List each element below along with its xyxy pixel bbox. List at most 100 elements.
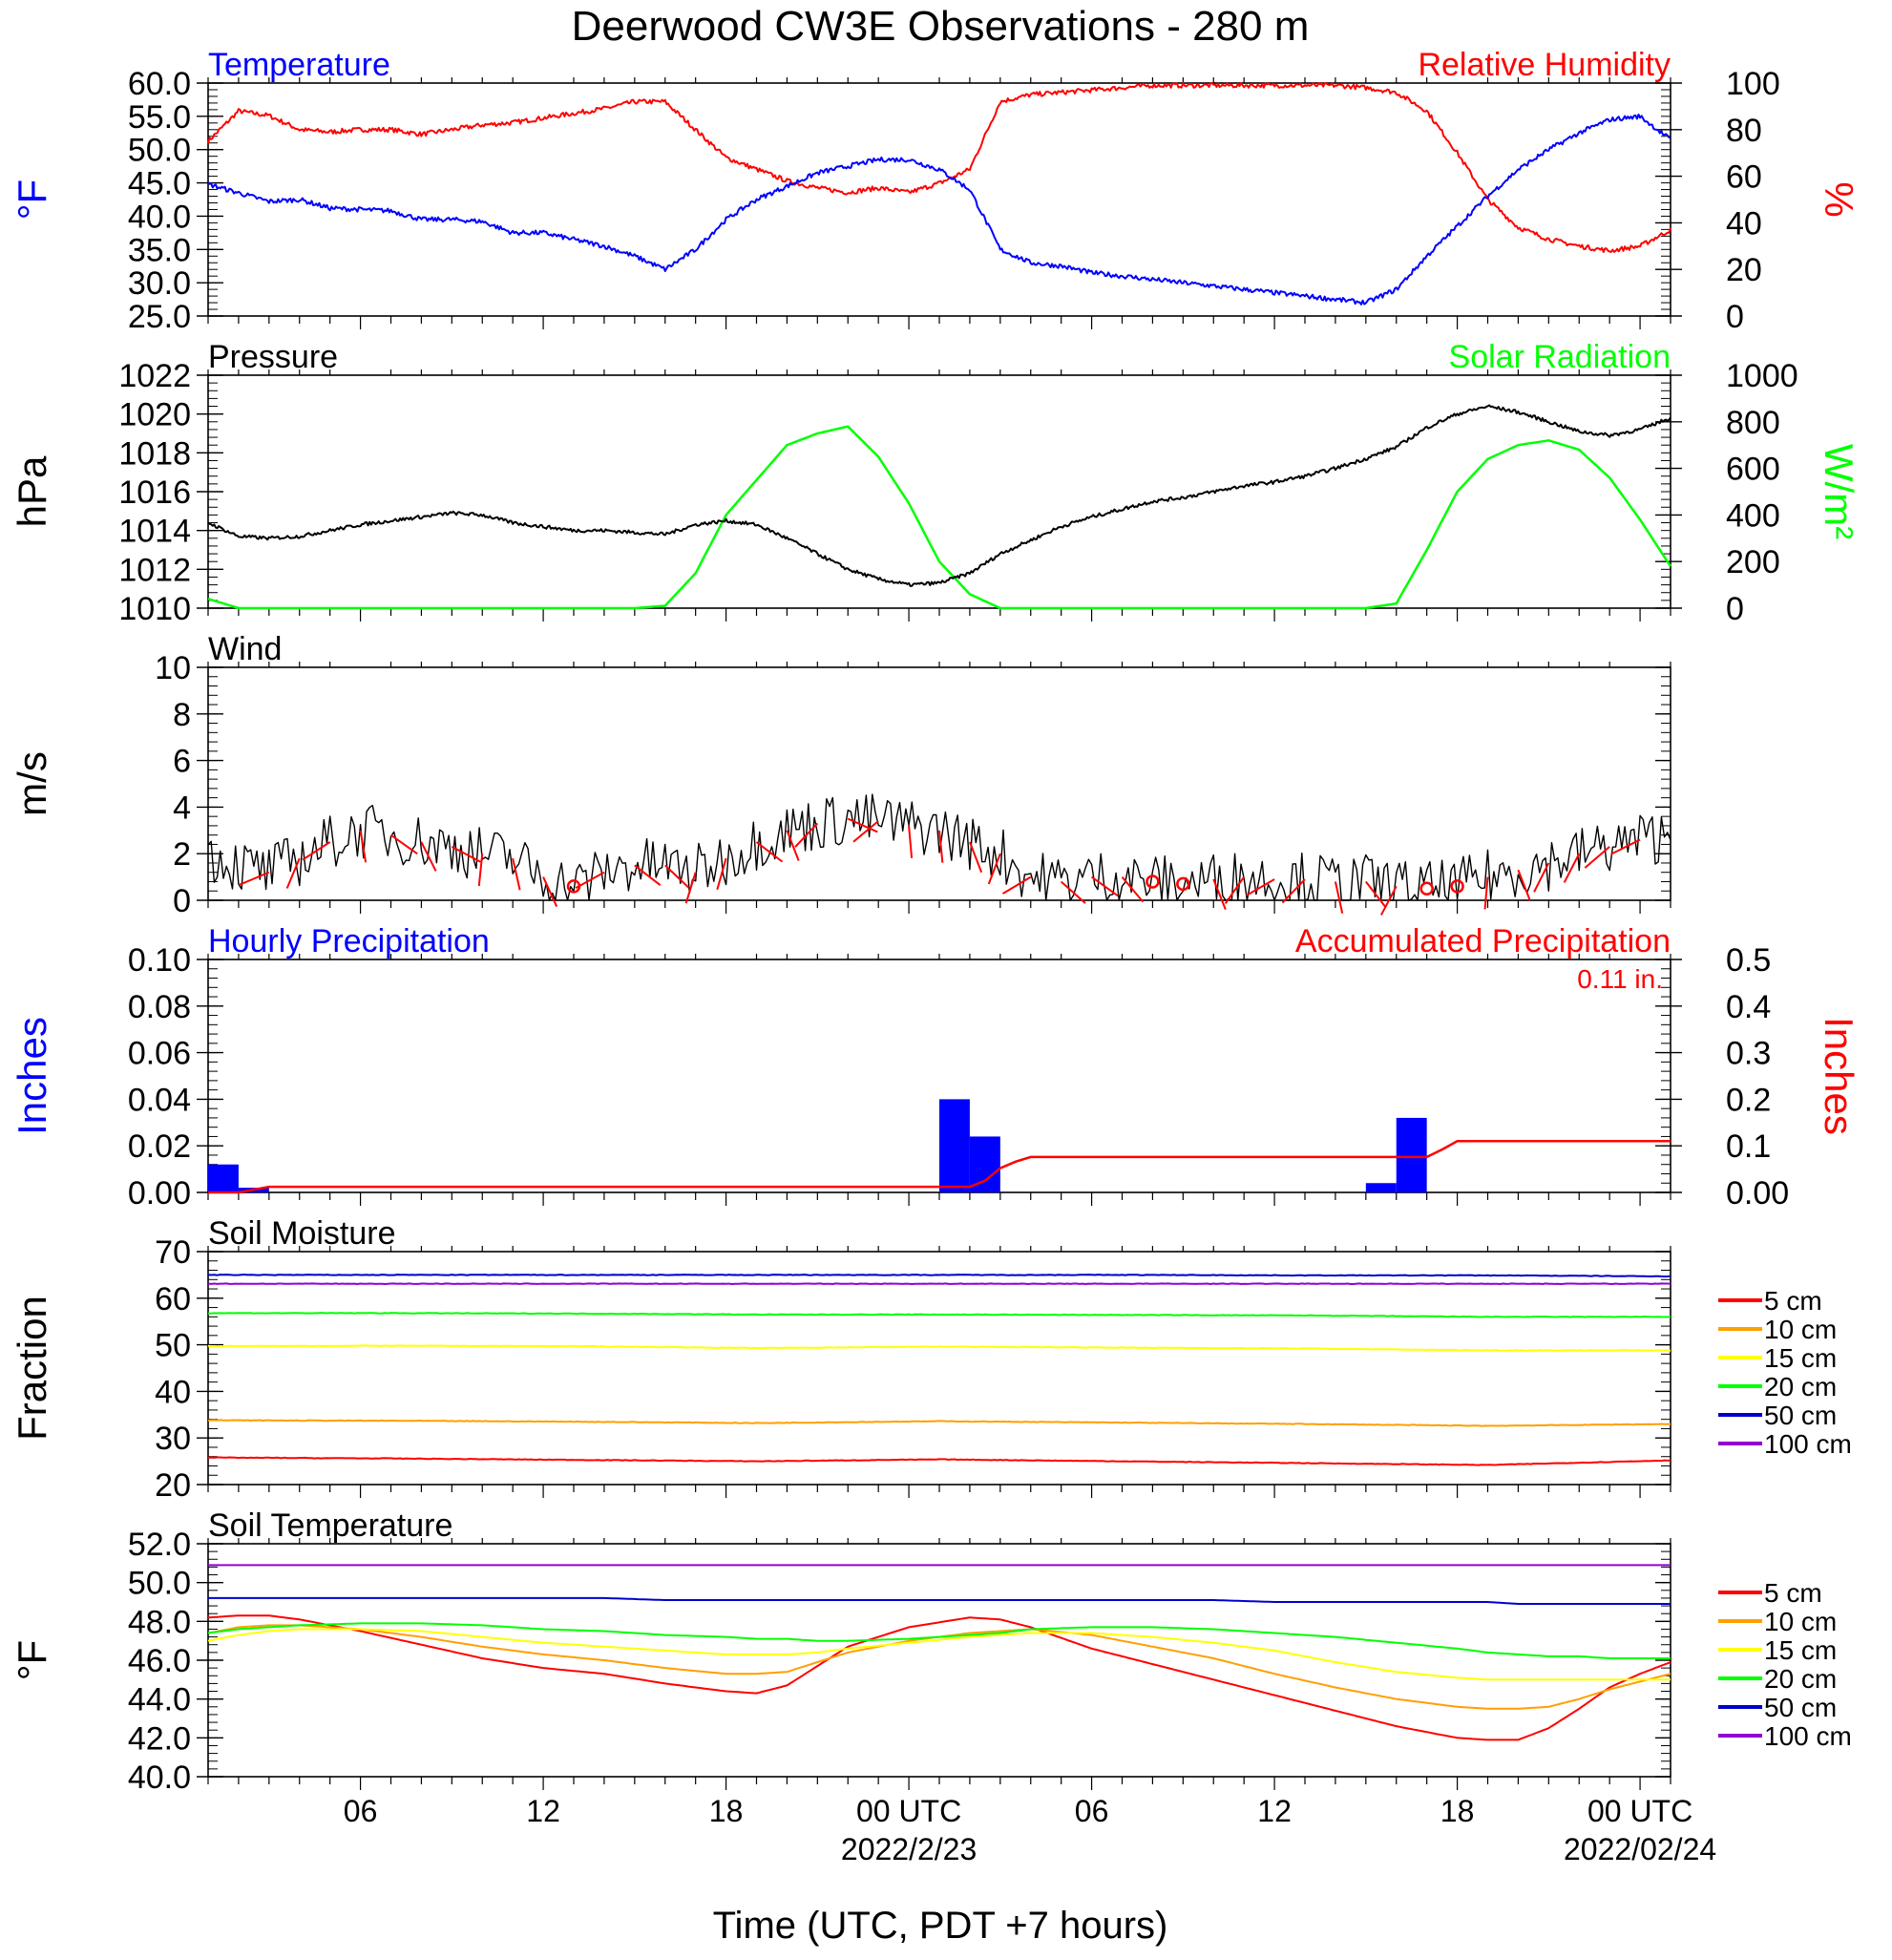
panel-frame (207, 1251, 1671, 1486)
wind-barb (451, 845, 481, 863)
precip-bar (939, 1099, 970, 1192)
wind-barb (1091, 875, 1119, 897)
wind-barb (1517, 869, 1531, 901)
right-tick-label: 0.4 (1726, 989, 1771, 1025)
left-tick-label: 50 (155, 1328, 191, 1364)
left-tick-label: 6 (173, 744, 191, 780)
left-tick-label: 1010 (118, 591, 191, 627)
precip-bar (1365, 1183, 1397, 1192)
legend-label: 5 cm (1764, 1578, 1822, 1608)
x-tick-label: 12 (526, 1794, 560, 1828)
soil-moisture-line (207, 1419, 1671, 1427)
wind-barb (664, 864, 690, 889)
wind-barb (542, 876, 558, 907)
x-tick-label: 18 (709, 1794, 744, 1828)
left-tick-label: 0.08 (128, 989, 191, 1025)
wind-barb (634, 864, 662, 886)
right-tick-label: 200 (1726, 544, 1780, 580)
wind-barb (285, 857, 301, 889)
left-tick-label: 48.0 (128, 1604, 191, 1640)
right-tick-label: 60 (1726, 159, 1762, 196)
right-axis-unit: Inches (1817, 1017, 1861, 1135)
left-tick-label: 60.0 (128, 66, 191, 102)
wind-barb (389, 833, 418, 855)
left-tick-label: 40.0 (128, 199, 191, 235)
x-tick-label: 12 (1257, 1794, 1292, 1828)
right-tick-label: 0 (1726, 591, 1744, 627)
wind-barb (1224, 876, 1245, 905)
panel-precip: 0.00 0.02 0.04 0.06 0.08 0.10 0.00 0.1 0.2 0.3 0.4… (10, 923, 1861, 1212)
panel-frame (207, 374, 1671, 609)
wind-barb (847, 817, 878, 833)
wind-barb (908, 825, 914, 858)
wind-barb (938, 830, 944, 863)
x-tick-label: 06 (344, 1794, 378, 1828)
left-axis-unit: Inches (10, 1017, 54, 1135)
panel-temp_rh: 25.030.035.040.045.050.055.060.0 0 20 40 60 8… (10, 47, 1861, 335)
left-tick-label: 25.0 (128, 299, 191, 335)
left-axis-unit: hPa (10, 455, 54, 527)
right-axis-unit: W/m² (1817, 444, 1861, 539)
legend-label: 50 cm (1764, 1693, 1837, 1722)
left-tick-label: 0.10 (128, 942, 191, 979)
chart-title: Deerwood CW3E Observations - 280 m (572, 3, 1310, 50)
soil-moisture-line (207, 1344, 1671, 1352)
left-tick-label: 0.02 (128, 1128, 191, 1165)
x-tick-label: 18 (1440, 1794, 1475, 1828)
legend-label: 100 cm (1764, 1721, 1852, 1751)
left-axis-unit: °F (10, 179, 54, 220)
soil-moisture-line (207, 1274, 1671, 1278)
soil-moisture-line (208, 1456, 1671, 1466)
wind-barb (302, 841, 331, 861)
right-tick-label: 0.1 (1726, 1128, 1771, 1165)
right-tick-label: 0.5 (1726, 942, 1771, 979)
solar-line (207, 425, 1672, 610)
left-tick-label: 1012 (118, 552, 191, 588)
soil-temperature-line (207, 1622, 1671, 1659)
soil-moisture-line (207, 1282, 1671, 1285)
panel-title-left: Temperature (208, 47, 390, 83)
wind-barb (1121, 875, 1145, 903)
left-tick-label: 0.00 (128, 1175, 191, 1212)
legend-label: 15 cm (1764, 1635, 1837, 1665)
precip-bar (1396, 1117, 1427, 1192)
left-tick-label: 42.0 (128, 1720, 191, 1757)
left-tick-label: 50.0 (128, 133, 191, 169)
right-tick-label: 800 (1726, 405, 1780, 441)
left-tick-label: 1020 (118, 397, 191, 433)
soil-temperature-line (208, 1596, 1671, 1605)
panel-title-right: Relative Humidity (1418, 47, 1671, 83)
legend-label: 10 cm (1764, 1607, 1837, 1636)
panel-frame (207, 666, 1671, 901)
wind-barb (512, 857, 521, 891)
right-tick-label: 0.2 (1726, 1082, 1771, 1118)
panels: 25.030.035.040.045.050.055.060.002040608… (10, 47, 1861, 1866)
panel-title-right: Accumulated Precipitation (1295, 923, 1671, 959)
left-tick-label: 1014 (118, 514, 191, 550)
x-date-label: 2022/02/24 (1564, 1832, 1716, 1866)
left-tick-label: 44.0 (128, 1682, 191, 1718)
precip-total-label: 0.11 in. (1577, 964, 1663, 994)
wind-barb (359, 830, 368, 863)
accumulated-precip-line (208, 1140, 1671, 1194)
panel-title-right: Solar Radiation (1449, 339, 1671, 375)
precip-bar (208, 1164, 239, 1192)
wind-barb (1563, 853, 1581, 883)
left-axis-unit: °F (10, 1640, 54, 1680)
wind-barb (852, 820, 879, 843)
right-tick-label: 0 (1726, 299, 1744, 335)
legend-label: 100 cm (1764, 1429, 1852, 1459)
left-tick-label: 8 (173, 697, 191, 733)
panel-soil_temp: 40.042.044.046.048.050.052.0 Soil Tempera… (10, 1507, 1852, 1796)
right-tick-label: 600 (1726, 452, 1780, 488)
x-tick-label: 00 UTC (1587, 1794, 1692, 1828)
wind-barb (1281, 878, 1306, 904)
wind-barb (1610, 838, 1641, 855)
wind-barb (575, 871, 605, 889)
wind-barb (716, 857, 727, 891)
right-tick-label: 0.00 (1726, 1175, 1789, 1212)
panel-wind: 0 2 4 6 8 10 Wind m/s (10, 631, 1671, 919)
panel-title-left: Soil Moisture (208, 1215, 396, 1252)
left-tick-label: 55.0 (128, 99, 191, 136)
